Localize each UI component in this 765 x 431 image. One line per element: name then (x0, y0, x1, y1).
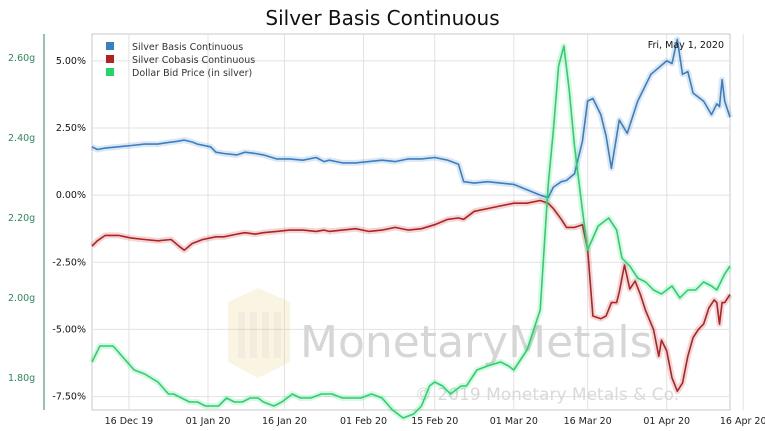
date-label: Fri, May 1, 2020 (648, 40, 724, 51)
watermark-logo (228, 288, 290, 378)
left-tick-label: 1.80g (8, 373, 35, 384)
right-tick-label: -7.50% (52, 392, 86, 403)
watermark-bar (274, 312, 281, 358)
watermark-layer: MonetaryMetals © 2019 Monetary Metals & C… (228, 288, 679, 405)
watermark-hexagon (228, 288, 290, 378)
legend-layer: Silver Basis Continuous Silver Cobasis Co… (106, 42, 255, 79)
right-tick-label: 0.00% (56, 190, 86, 201)
watermark-bar (250, 312, 257, 358)
x-tick-label: 01 Apr 20 (643, 416, 690, 427)
legend-swatch (106, 68, 114, 76)
series-2 (89, 43, 733, 421)
legend-swatch (106, 42, 114, 50)
plot-border (91, 33, 731, 411)
x-tick-label: 01 Feb 20 (340, 416, 387, 427)
x-tick-label: 16 Dec 19 (105, 416, 154, 427)
watermark-bar (262, 312, 269, 358)
x-tick-label: 15 Feb 20 (411, 416, 458, 427)
axis-layer: 1.80g 2.00g 2.20g 2.40g 2.60g -7.50% -5.00% -2.… (8, 34, 765, 427)
right-tick-label: 2.50% (56, 123, 86, 134)
left-tick-label: 2.00g (8, 293, 35, 304)
legend-label: Silver Cobasis Continuous (132, 55, 255, 66)
legend-swatch (106, 55, 114, 63)
series-1 (89, 197, 733, 395)
right-tick-label: 5.00% (56, 56, 86, 67)
chart-title: Silver Basis Continuous (265, 6, 500, 30)
left-tick-label: 2.20g (8, 213, 35, 224)
x-tick-label: 16 Jan 20 (262, 416, 307, 427)
left-tick-label: 2.40g (8, 133, 35, 144)
series-line (91, 38, 731, 199)
x-tick-label: 01 Mar 20 (490, 416, 538, 427)
watermark-brand: MonetaryMetals (300, 317, 653, 368)
x-tick-label: 16 Apr 20 (720, 416, 765, 427)
watermark-copyright: © 2019 Monetary Metals & Co. (415, 385, 679, 405)
legend-label: Silver Basis Continuous (132, 42, 243, 53)
series-0 (90, 36, 733, 201)
series-line (91, 199, 731, 393)
right-tick-label: -5.00% (52, 324, 86, 335)
x-tick-label: 01 Jan 20 (186, 416, 231, 427)
left-tick-label: 2.60g (8, 53, 35, 64)
watermark-bar (238, 312, 245, 358)
series-layer (89, 36, 733, 421)
legend-label: Dollar Bid Price (in silver) (132, 68, 252, 79)
series-line (91, 45, 731, 419)
right-tick-label: -2.50% (52, 257, 86, 268)
x-tick-label: 16 Mar 20 (564, 416, 612, 427)
